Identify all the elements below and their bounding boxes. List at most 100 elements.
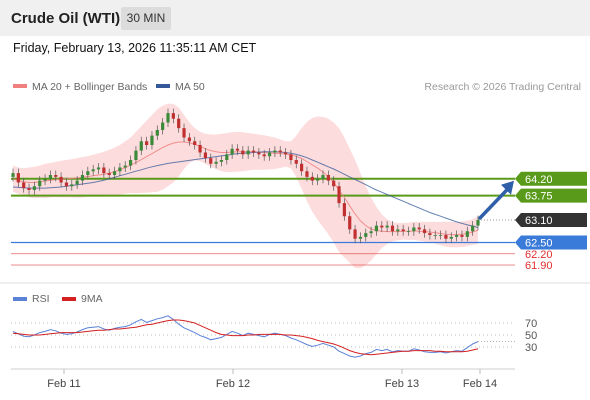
- bollinger-band-layer: [13, 103, 478, 269]
- candle-body: [27, 188, 31, 190]
- candle-body: [380, 225, 384, 228]
- candle-body: [16, 173, 20, 183]
- candle-body: [64, 182, 69, 187]
- candle-body: [86, 171, 90, 175]
- candle-body: [70, 184, 74, 187]
- candle-body: [417, 227, 421, 230]
- candle-body: [54, 175, 58, 177]
- moving-average-lines: [12, 141, 479, 236]
- candle-body: [332, 180, 336, 187]
- resistance-tag: [515, 188, 587, 203]
- candle-body: [75, 180, 79, 185]
- rsi-legend-swatch: [13, 297, 27, 301]
- candle-body: [48, 175, 53, 179]
- candle-body: [396, 229, 400, 232]
- rsi-ma-line: [12, 319, 479, 356]
- candle-body: [139, 141, 143, 151]
- candle-body: [257, 152, 261, 155]
- candle-body: [32, 186, 36, 190]
- candle-body: [161, 122, 165, 130]
- level-lines: [11, 177, 515, 266]
- candle-body: [326, 175, 330, 181]
- ma50-legend-label: MA 50: [175, 81, 205, 93]
- candle-body: [38, 180, 42, 187]
- candle-body: [305, 171, 309, 177]
- candle-body: [145, 141, 149, 145]
- candle-body: [476, 220, 480, 226]
- candle-body: [438, 235, 443, 236]
- candle-body: [294, 160, 298, 164]
- candle-body: [225, 154, 229, 160]
- candle-body: [107, 173, 111, 175]
- candle-body: [300, 163, 304, 172]
- candle-body: [80, 175, 85, 181]
- candle-body: [358, 236, 363, 239]
- candle-body: [11, 173, 15, 177]
- candle-body: [364, 233, 368, 237]
- candle-body: [267, 152, 272, 157]
- candle-body: [118, 167, 122, 172]
- x-axis: Feb 11 Feb 12 Feb 13 Feb 14: [47, 369, 497, 390]
- candle-body: [385, 225, 389, 228]
- candle-body: [455, 235, 459, 237]
- rsi-tick-label: 70: [525, 318, 537, 330]
- candle-body: [390, 225, 395, 232]
- candle-body: [471, 225, 475, 232]
- candle-body: [150, 135, 154, 145]
- candle-body: [182, 128, 186, 138]
- support-value: 62.50: [525, 238, 553, 250]
- rsi-ma-legend-swatch: [62, 297, 76, 301]
- candle-body: [401, 229, 405, 232]
- candle-body: [96, 167, 101, 170]
- current-price-tag: [515, 213, 587, 227]
- rsi-legend-label: RSI: [32, 293, 50, 305]
- candle-body: [43, 178, 47, 181]
- candle-body: [412, 227, 416, 232]
- rsi-tick-label: 30: [525, 342, 537, 354]
- x-tick-label: Feb 11: [47, 378, 80, 390]
- candle-body: [59, 176, 63, 183]
- candle-body: [230, 148, 234, 155]
- candle-body: [246, 150, 250, 155]
- candle-body: [112, 171, 117, 175]
- candle-body: [369, 231, 373, 234]
- candle-body: [465, 231, 469, 237]
- bollinger-legend-swatch: [13, 84, 27, 88]
- copyright-label: Research © 2026 Trading Central: [424, 81, 581, 93]
- candle-body: [166, 113, 170, 123]
- candle-body: [433, 235, 437, 236]
- candle-body: [22, 182, 26, 189]
- x-tick-label: Feb 14: [463, 378, 497, 390]
- instrument-title: Crude Oil (WTI): [11, 10, 121, 27]
- candle-body: [123, 165, 127, 168]
- bollinger-legend-label: MA 20 + Bollinger Bands: [32, 81, 147, 93]
- candle-body: [91, 169, 95, 172]
- candle-body: [241, 150, 245, 155]
- candle-body: [262, 154, 266, 157]
- candle-body: [235, 148, 240, 151]
- candle-body: [460, 235, 464, 237]
- candle-body: [203, 152, 208, 159]
- candle-body: [102, 167, 106, 174]
- candle-body: [177, 118, 181, 129]
- candles: [11, 108, 514, 244]
- candle-body: [251, 150, 256, 153]
- timeframe-badge[interactable]: 30 MIN: [121, 7, 171, 30]
- x-tick-label: Feb 13: [385, 378, 419, 390]
- candle-body: [348, 216, 352, 230]
- ma50-legend-swatch: [156, 84, 170, 88]
- candle-body: [283, 152, 288, 155]
- minor-level-value: 61.90: [525, 260, 553, 272]
- candle-body: [449, 236, 453, 239]
- current-price-value: 63.10: [525, 215, 553, 227]
- minor-level-value: 62.20: [525, 249, 553, 261]
- candle-body: [187, 137, 191, 142]
- candle-body: [214, 161, 218, 164]
- candle-body: [209, 158, 213, 164]
- candle-body: [193, 141, 197, 145]
- ma20-line: [12, 141, 479, 236]
- support-tag: [515, 235, 587, 250]
- candle-body: [428, 233, 432, 235]
- rsi-tick-label: 50: [525, 330, 537, 342]
